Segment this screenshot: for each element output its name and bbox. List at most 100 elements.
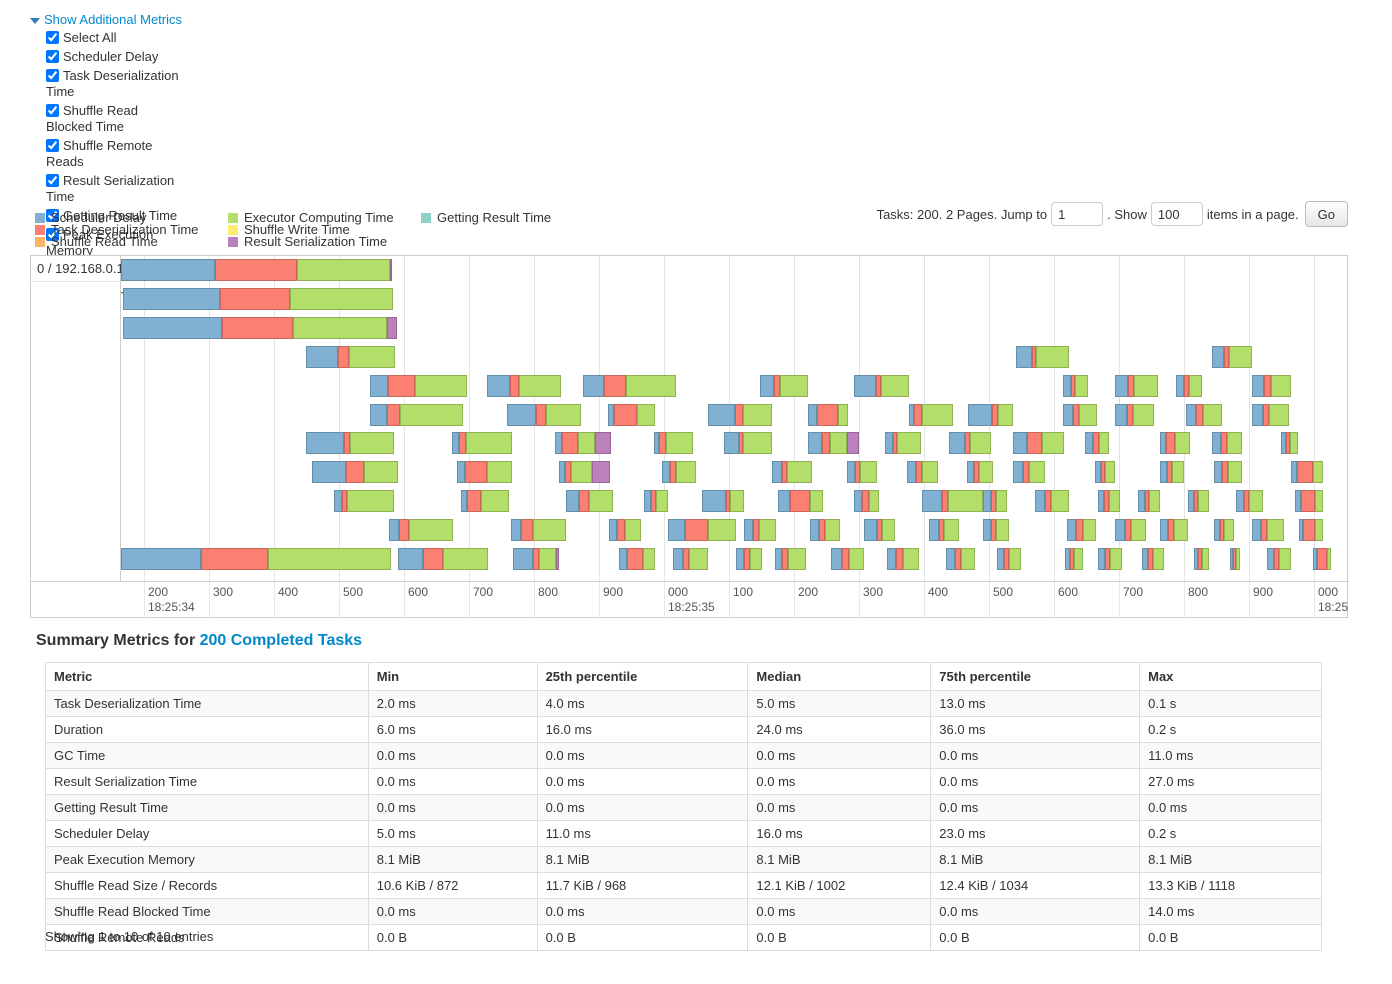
task-bar[interactable]: [662, 461, 696, 483]
task-bar[interactable]: [1214, 519, 1234, 541]
task-bar[interactable]: [370, 375, 467, 397]
task-bar[interactable]: [907, 461, 938, 483]
task-bar[interactable]: [808, 404, 848, 426]
task-bar[interactable]: [312, 461, 398, 483]
task-bar[interactable]: [1313, 548, 1331, 570]
task-bar[interactable]: [507, 404, 581, 426]
metric-checkbox[interactable]: [46, 209, 59, 222]
task-bar[interactable]: [1212, 432, 1242, 454]
task-bar[interactable]: [1115, 375, 1158, 397]
metric-checkbox[interactable]: [46, 228, 59, 241]
task-bar[interactable]: [1013, 461, 1045, 483]
task-bar[interactable]: [808, 432, 859, 454]
completed-tasks-link[interactable]: 200 Completed Tasks: [199, 632, 363, 649]
task-bar[interactable]: [854, 490, 879, 512]
task-bar[interactable]: [559, 461, 610, 483]
task-bar[interactable]: [654, 432, 693, 454]
task-bar[interactable]: [929, 519, 959, 541]
task-bar[interactable]: [772, 461, 812, 483]
task-bar[interactable]: [619, 548, 655, 570]
task-bar[interactable]: [1067, 519, 1096, 541]
task-bar[interactable]: [997, 548, 1021, 570]
task-bar[interactable]: [983, 490, 1007, 512]
task-bar[interactable]: [1267, 548, 1291, 570]
task-bar[interactable]: [1236, 490, 1263, 512]
task-bar[interactable]: [1016, 346, 1069, 368]
task-bar[interactable]: [946, 548, 975, 570]
task-bar[interactable]: [306, 432, 394, 454]
task-bar[interactable]: [1095, 461, 1115, 483]
task-bar[interactable]: [583, 375, 676, 397]
task-bar[interactable]: [744, 519, 776, 541]
task-bar[interactable]: [1160, 461, 1184, 483]
task-bar[interactable]: [885, 432, 921, 454]
task-bar[interactable]: [1176, 375, 1202, 397]
metric-checkbox[interactable]: [46, 69, 59, 82]
task-bar[interactable]: [1065, 548, 1083, 570]
task-bar[interactable]: [123, 317, 397, 339]
metric-checkbox[interactable]: [46, 139, 59, 152]
metric-checkbox[interactable]: [46, 174, 59, 187]
task-bar[interactable]: [864, 519, 895, 541]
metric-checkbox[interactable]: [46, 31, 59, 44]
task-bar[interactable]: [702, 490, 744, 512]
task-bar[interactable]: [121, 259, 392, 281]
task-bar[interactable]: [1186, 404, 1222, 426]
task-bar[interactable]: [566, 490, 613, 512]
task-bar[interactable]: [673, 548, 708, 570]
task-bar[interactable]: [778, 490, 823, 512]
task-bar[interactable]: [967, 461, 993, 483]
task-bar[interactable]: [555, 432, 611, 454]
task-bar[interactable]: [609, 519, 641, 541]
task-bar[interactable]: [1281, 432, 1298, 454]
metric-checkbox[interactable]: [46, 50, 59, 63]
task-bar[interactable]: [1160, 519, 1188, 541]
task-bar[interactable]: [922, 490, 983, 512]
go-button[interactable]: Go: [1304, 201, 1348, 227]
task-bar[interactable]: [708, 404, 772, 426]
task-bar[interactable]: [452, 432, 512, 454]
task-bar[interactable]: [1115, 404, 1154, 426]
task-bar[interactable]: [487, 375, 561, 397]
metric-checkbox[interactable]: [46, 104, 59, 117]
task-bar[interactable]: [775, 548, 806, 570]
task-bar[interactable]: [1085, 432, 1109, 454]
task-bar[interactable]: [1194, 548, 1209, 570]
task-bar[interactable]: [389, 519, 453, 541]
task-bar[interactable]: [1291, 461, 1323, 483]
task-bar[interactable]: [1230, 548, 1240, 570]
task-bar[interactable]: [123, 288, 393, 310]
task-bar[interactable]: [887, 548, 919, 570]
task-bar[interactable]: [810, 519, 840, 541]
show-additional-metrics-toggle[interactable]: Show Additional Metrics: [30, 12, 186, 27]
task-bar[interactable]: [1214, 461, 1242, 483]
task-bar[interactable]: [1098, 548, 1122, 570]
task-bar[interactable]: [1063, 404, 1097, 426]
task-bar[interactable]: [1013, 432, 1064, 454]
task-bar[interactable]: [736, 548, 762, 570]
task-bar[interactable]: [1252, 375, 1291, 397]
task-bar[interactable]: [1212, 346, 1252, 368]
jump-to-page-input[interactable]: [1051, 202, 1104, 226]
task-bar[interactable]: [1252, 519, 1284, 541]
task-bar[interactable]: [831, 548, 864, 570]
task-bar[interactable]: [1142, 548, 1164, 570]
task-bar[interactable]: [983, 519, 1009, 541]
task-bar[interactable]: [511, 519, 566, 541]
task-bar[interactable]: [1138, 490, 1160, 512]
task-bar[interactable]: [968, 404, 1013, 426]
task-bar[interactable]: [1188, 490, 1209, 512]
task-bar[interactable]: [334, 490, 394, 512]
task-bar[interactable]: [724, 432, 772, 454]
task-bar[interactable]: [668, 519, 736, 541]
items-per-page-input[interactable]: [1150, 202, 1203, 226]
task-bar[interactable]: [949, 432, 991, 454]
task-bar[interactable]: [909, 404, 953, 426]
task-bar[interactable]: [513, 548, 559, 570]
task-bar[interactable]: [854, 375, 909, 397]
task-bar[interactable]: [306, 346, 395, 368]
task-bar[interactable]: [1035, 490, 1069, 512]
task-bar[interactable]: [760, 375, 808, 397]
task-bar[interactable]: [644, 490, 668, 512]
task-bar[interactable]: [1252, 404, 1289, 426]
